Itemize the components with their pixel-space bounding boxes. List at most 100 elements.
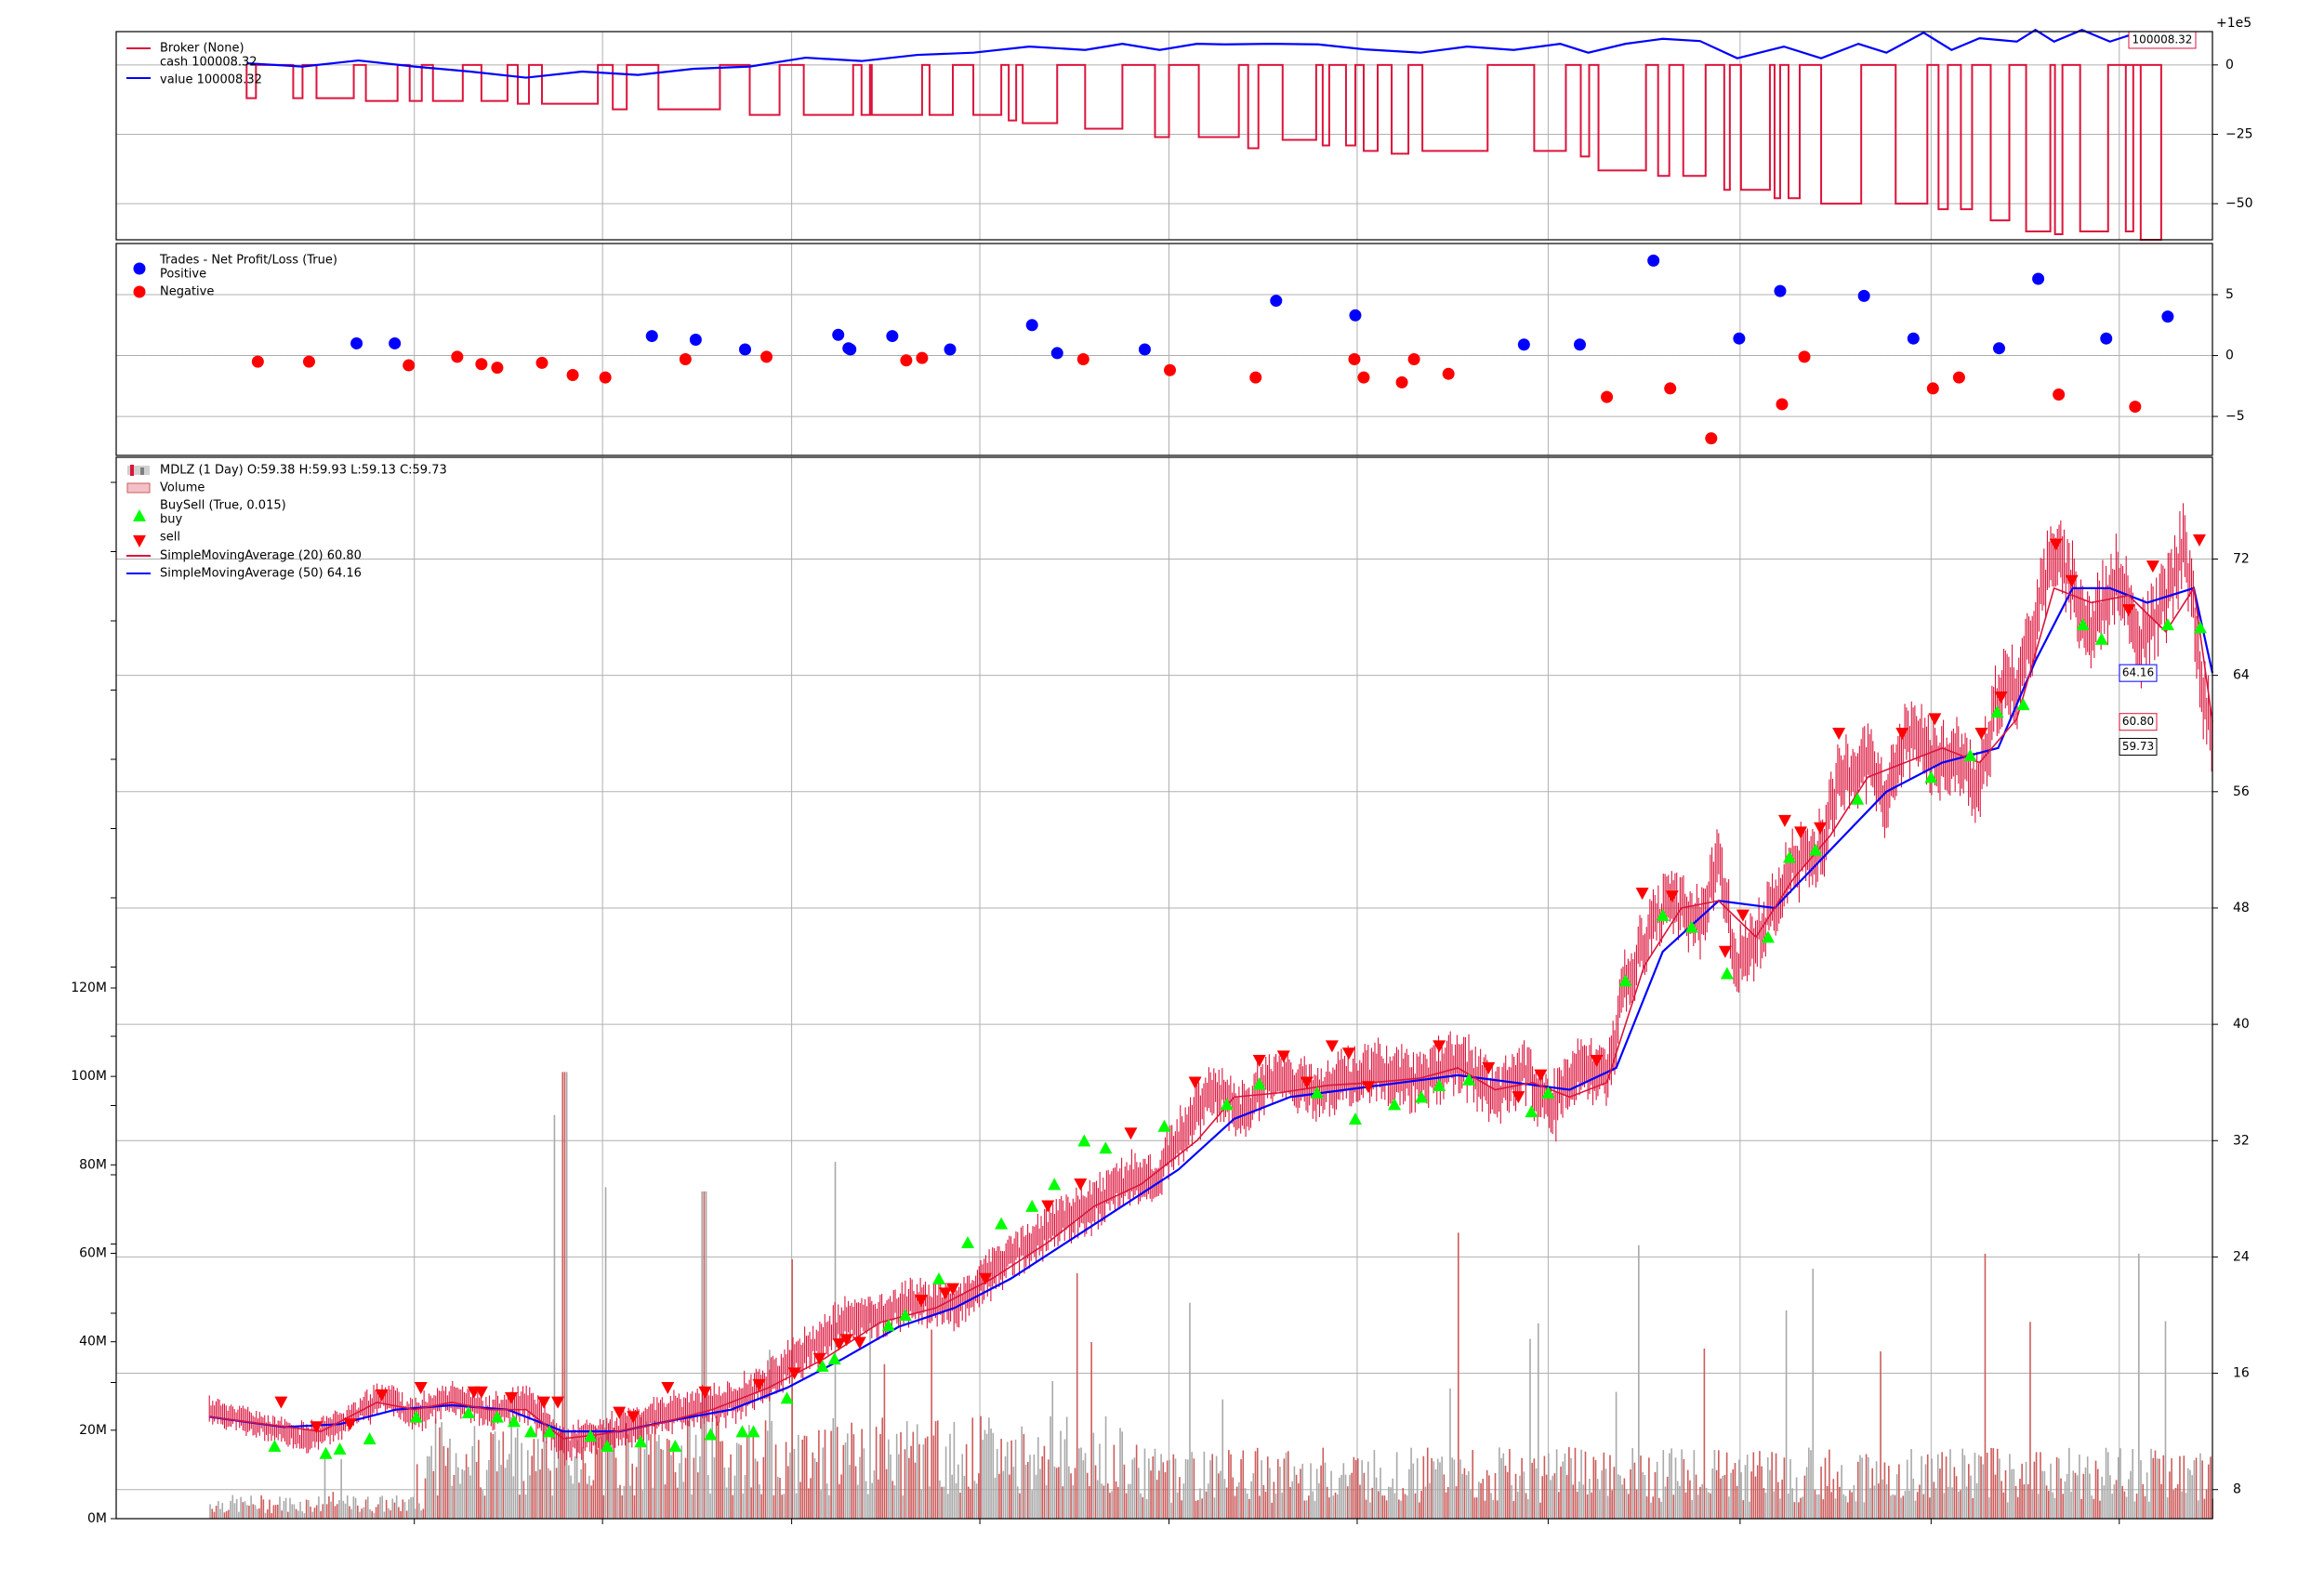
negative-legend-marker bbox=[133, 285, 146, 298]
volume-bar bbox=[1516, 1491, 1519, 1519]
legend-entry-sell: sell bbox=[160, 531, 180, 545]
volume-bar bbox=[1086, 1472, 1089, 1519]
volume-bar bbox=[670, 1455, 672, 1519]
volume-bar bbox=[1223, 1479, 1226, 1519]
volume-bar bbox=[586, 1483, 588, 1519]
volume-bar bbox=[390, 1510, 391, 1519]
volume-bar bbox=[420, 1510, 422, 1519]
volume-bar bbox=[1732, 1468, 1735, 1519]
volume-bar bbox=[738, 1443, 740, 1519]
volume-bar bbox=[662, 1449, 665, 1519]
y-tick-label: −5 bbox=[2225, 409, 2245, 424]
volume-bar bbox=[844, 1442, 847, 1519]
volume-bar bbox=[1123, 1464, 1126, 1519]
buy-marker bbox=[490, 1410, 504, 1423]
volume-bar bbox=[1999, 1458, 2000, 1519]
volume-bar bbox=[2123, 1491, 2126, 1519]
volume-bar bbox=[2197, 1500, 2199, 1519]
volume-bar bbox=[1129, 1483, 1131, 1519]
volume-bar bbox=[733, 1475, 736, 1519]
volume-bar bbox=[1902, 1495, 1905, 1519]
volume-bar bbox=[791, 1258, 794, 1519]
buy-legend-marker bbox=[133, 509, 146, 521]
volume-bar bbox=[1287, 1451, 1289, 1519]
volume-bar bbox=[1992, 1448, 1995, 1519]
volume-bar bbox=[1490, 1493, 1492, 1519]
volume-bar bbox=[332, 1492, 335, 1519]
volume-bar bbox=[713, 1457, 716, 1519]
positive-trade-point bbox=[689, 334, 702, 347]
volume-bar bbox=[1670, 1448, 1672, 1519]
volume-bar bbox=[1552, 1475, 1554, 1519]
buy-marker bbox=[961, 1235, 975, 1248]
volume-bar bbox=[772, 1494, 775, 1519]
volume-bar bbox=[2146, 1472, 2148, 1519]
buy-marker bbox=[2193, 621, 2207, 634]
volume-bar bbox=[1332, 1495, 1335, 1519]
volume-bar bbox=[2152, 1457, 2155, 1519]
volume-bar bbox=[1125, 1493, 1128, 1519]
sell-marker bbox=[551, 1396, 565, 1409]
sell-marker bbox=[375, 1389, 389, 1402]
volume-bar bbox=[1390, 1487, 1392, 1519]
volume-bar bbox=[1974, 1453, 1976, 1519]
volume-bar bbox=[582, 1447, 585, 1519]
volume-bar bbox=[787, 1466, 789, 1519]
sell-marker bbox=[2049, 538, 2063, 551]
volume-bar bbox=[810, 1478, 812, 1519]
volume-bar bbox=[1453, 1459, 1456, 1519]
volume-bar bbox=[354, 1497, 357, 1519]
volume-bar bbox=[1791, 1488, 1793, 1519]
volume-bar bbox=[2011, 1468, 2013, 1519]
volume-bar bbox=[934, 1421, 937, 1519]
volume-bar bbox=[1298, 1483, 1300, 1519]
volume-bar bbox=[2086, 1456, 2089, 1519]
sell-marker bbox=[1124, 1127, 1138, 1140]
volume-bar bbox=[1096, 1480, 1099, 1519]
volume-bar bbox=[2055, 1456, 2058, 1519]
volume-bar bbox=[1433, 1461, 1435, 1519]
volume-bar bbox=[352, 1496, 355, 1519]
volume-bar bbox=[754, 1458, 757, 1519]
volume-bar bbox=[2117, 1456, 2119, 1519]
volume-bar bbox=[1919, 1484, 1921, 1519]
volume-bar bbox=[1531, 1462, 1533, 1519]
volume-bar bbox=[439, 1427, 441, 1519]
volume-bar bbox=[1945, 1456, 1948, 1519]
negative-trade-point bbox=[1926, 382, 1939, 395]
volume-bar bbox=[209, 1504, 211, 1519]
buy-marker bbox=[704, 1428, 718, 1441]
volume-bar bbox=[1738, 1459, 1740, 1519]
volume-bar bbox=[701, 1191, 703, 1519]
volume-bar bbox=[988, 1417, 990, 1519]
buy-marker bbox=[1525, 1105, 1538, 1118]
volume-bar bbox=[1356, 1458, 1359, 1519]
volume-bar bbox=[461, 1468, 464, 1519]
volume-bar bbox=[429, 1456, 430, 1519]
volume-bar bbox=[718, 1421, 720, 1519]
volume-bar bbox=[932, 1435, 935, 1519]
volume-bar bbox=[2181, 1491, 2183, 1519]
volume-bar bbox=[1681, 1449, 1683, 1519]
candlestick-series bbox=[208, 503, 2212, 1466]
legend-title: MDLZ (1 Day) O:59.38 H:59.93 L:59.13 C:5… bbox=[160, 464, 447, 478]
volume-bar bbox=[715, 1415, 718, 1519]
volume-bar bbox=[434, 1418, 437, 1519]
buy-marker bbox=[507, 1415, 521, 1428]
volume-bar bbox=[1488, 1475, 1490, 1519]
volume-bar bbox=[1818, 1494, 1820, 1519]
negative-trade-point bbox=[1952, 371, 1965, 384]
volume-bar bbox=[1395, 1452, 1398, 1519]
negative-trade-point bbox=[1076, 352, 1089, 365]
negative-trade-point bbox=[679, 352, 692, 365]
volume-bar bbox=[468, 1467, 469, 1519]
volume-bar bbox=[1300, 1468, 1301, 1519]
sell-marker bbox=[1928, 713, 1942, 726]
volume-bar bbox=[1039, 1468, 1041, 1519]
negative-trade-point bbox=[1348, 352, 1361, 365]
volume-bar bbox=[984, 1429, 986, 1519]
volume-bar bbox=[1771, 1452, 1773, 1519]
volume-bar bbox=[1613, 1467, 1616, 1519]
y-tick-label: −25 bbox=[2225, 127, 2253, 142]
volume-bar bbox=[614, 1457, 617, 1519]
